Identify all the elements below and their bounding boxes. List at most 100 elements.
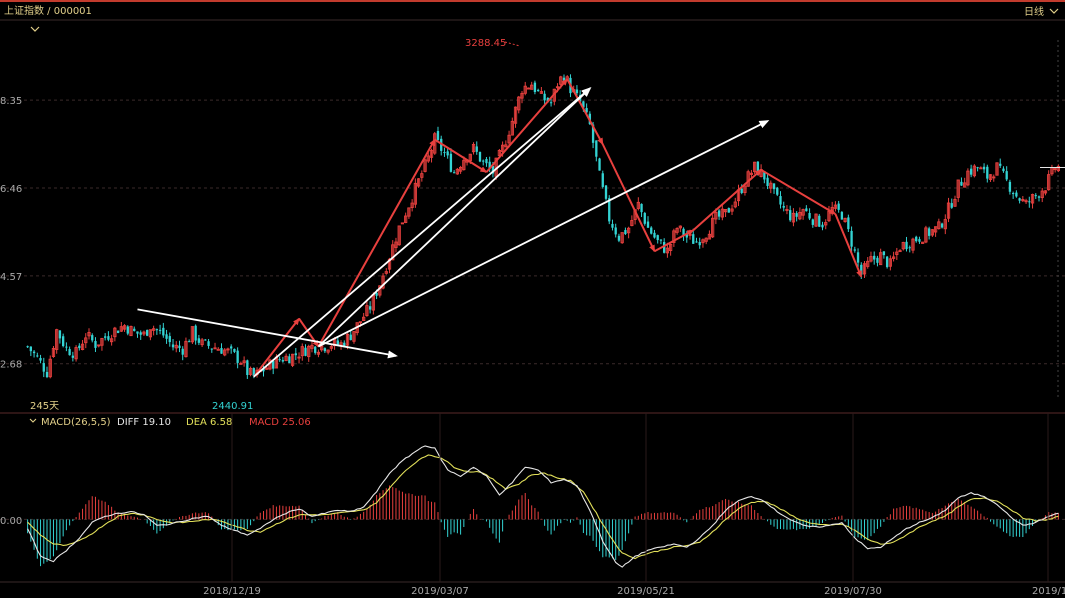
candle-body (462, 159, 466, 171)
candle-body (1005, 171, 1008, 180)
candle-body (168, 336, 171, 343)
candle-body (1056, 166, 1060, 172)
white-trend-arrow (137, 308, 398, 359)
diff-label: DIFF 19.10 (117, 417, 171, 428)
candle-body (711, 217, 715, 238)
candle-body (837, 203, 840, 210)
candle-body (533, 82, 537, 92)
candle-body (833, 204, 838, 209)
candle-body (223, 349, 227, 356)
candle-body (717, 210, 721, 217)
candle-body (672, 230, 676, 244)
candle-body (133, 328, 136, 331)
candle-body (48, 358, 52, 378)
chevron-down-icon[interactable] (1049, 8, 1059, 14)
candle-body (675, 228, 679, 233)
candle-body (1002, 168, 1005, 172)
candle-body (262, 368, 265, 372)
candle-body (814, 213, 818, 227)
candle-body (91, 335, 94, 341)
candle-body (194, 325, 197, 341)
candle-body (789, 210, 792, 221)
candle-body (1043, 190, 1048, 194)
price-tick-label: 8.35 (0, 96, 22, 107)
candle-body (94, 340, 97, 348)
candle-body (420, 173, 424, 178)
candle-body (924, 227, 928, 243)
symbol-title: 上证指数 / 000001 (4, 4, 92, 17)
candle-body (850, 230, 853, 247)
diff-line (27, 445, 1059, 568)
candle-body (297, 356, 301, 359)
candle-body (1037, 196, 1041, 198)
candle-body (888, 258, 892, 267)
candle-body (113, 327, 117, 338)
candle-body (611, 223, 614, 228)
candle-body (294, 353, 297, 356)
candle-body (1015, 192, 1018, 197)
candle-body (126, 326, 129, 334)
candle-body (190, 326, 195, 343)
candle-body (210, 348, 213, 350)
candle-body (791, 212, 796, 223)
candle-body (824, 222, 828, 226)
candle-body (239, 362, 243, 365)
candle-body (937, 221, 941, 230)
candle-body (536, 89, 540, 92)
candle-body (918, 239, 921, 242)
candle-body (853, 249, 856, 251)
candle-body (555, 86, 560, 89)
candle-body (410, 202, 414, 209)
candle-body (901, 241, 905, 250)
candle-body (323, 348, 327, 352)
candle-body (197, 338, 201, 343)
candle-body (426, 155, 430, 162)
red-wave-segment (601, 143, 656, 253)
candle-body (413, 182, 417, 205)
macd-panel (0, 445, 1065, 568)
candle-body (471, 144, 476, 153)
candle-body (213, 347, 217, 350)
candle-body (1024, 200, 1028, 203)
white-trend-arrow (318, 120, 770, 348)
candle-body (429, 149, 434, 158)
candle-body (482, 160, 485, 162)
candle-body (714, 211, 718, 220)
candle-body (966, 170, 970, 186)
candle-body (933, 226, 938, 233)
candle-body (723, 208, 728, 213)
high-annotation: 3288.45 (465, 38, 506, 49)
red-wave-segment (566, 78, 604, 146)
candle-body (449, 153, 453, 172)
candle-body (785, 208, 789, 211)
candle-body (174, 344, 178, 349)
candle-body (146, 329, 149, 336)
candle-body (546, 98, 550, 102)
candle-body (416, 178, 421, 187)
candle-body (122, 325, 127, 330)
candle-body (779, 196, 782, 205)
candle-body (818, 215, 821, 227)
candle-body (36, 355, 39, 357)
candle-body (630, 220, 634, 227)
candle-body (478, 151, 482, 162)
candle-body (614, 227, 617, 235)
candle-body (220, 348, 223, 354)
macd-collapse-icon[interactable] (29, 418, 37, 423)
collapse-chevron-icon[interactable] (30, 26, 40, 32)
candle-body (32, 351, 36, 354)
candle-body (915, 236, 918, 242)
candle-body (549, 102, 553, 104)
candle-body (617, 235, 621, 241)
candle-body (104, 336, 107, 338)
candle-body (798, 211, 802, 220)
candle-body (162, 327, 165, 336)
candle-body (55, 329, 59, 350)
period-selector[interactable]: 日线 (1024, 5, 1044, 18)
candle-body (458, 166, 463, 172)
candle-body (349, 334, 352, 341)
candle-body (582, 101, 585, 108)
candle-body (485, 158, 488, 164)
candle-body (29, 346, 33, 352)
candle-body (288, 356, 291, 364)
